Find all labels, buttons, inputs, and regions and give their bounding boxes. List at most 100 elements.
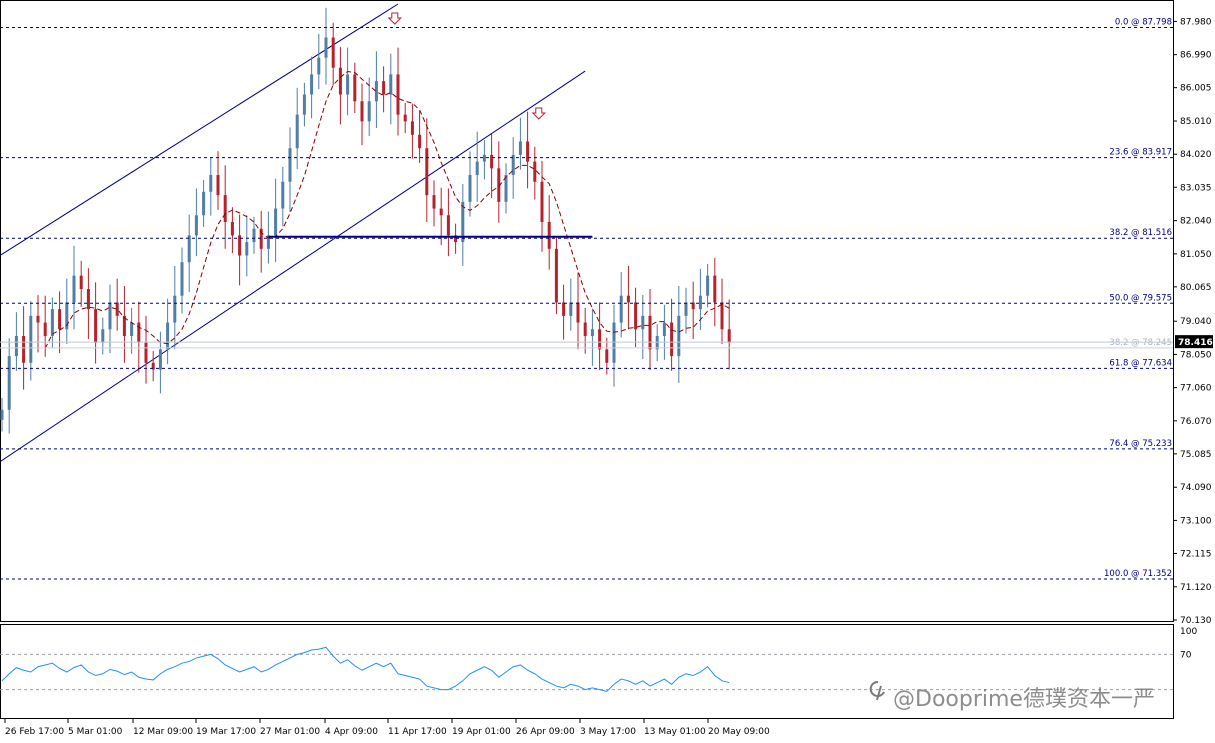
candle-body — [22, 335, 26, 363]
candle-body — [202, 191, 206, 216]
candle-body — [504, 175, 508, 202]
channel-line — [0, 70, 586, 463]
candle-body — [497, 168, 501, 202]
x-tick-label: 12 Mar 09:00 — [133, 727, 193, 737]
candle-body — [79, 275, 83, 290]
y-tick-label: 82.040 — [1180, 217, 1212, 227]
x-tick-label: 26 Apr 09:00 — [516, 727, 575, 737]
candle-body — [605, 349, 609, 363]
candle-body — [43, 322, 47, 336]
candle-body — [353, 74, 357, 102]
candle-body — [583, 322, 587, 336]
candle-body — [626, 295, 630, 303]
candle-body — [346, 74, 350, 95]
candle-body — [648, 315, 652, 350]
candle-body — [86, 289, 90, 310]
y-tick-label: 87.980 — [1180, 17, 1212, 27]
candle-body — [194, 215, 198, 236]
rsi-line — [1, 646, 730, 692]
fib-level-label: 50.0 @ 79.575 — [1109, 293, 1172, 303]
x-tick-label: 20 May 09:00 — [708, 727, 770, 737]
candle-body — [223, 195, 227, 222]
watermark-text: @Dooprime德璞资本一严 — [893, 687, 1155, 712]
y-tick-label: 78.050 — [1180, 350, 1212, 360]
candle-body — [144, 342, 148, 363]
candle-body — [36, 315, 40, 323]
main-panel-frame — [0, 0, 1174, 622]
y-tick-label: 70.130 — [1180, 616, 1212, 626]
candle-body — [698, 295, 702, 310]
candle-body — [425, 148, 429, 196]
y-tick-label: 86.990 — [1180, 51, 1212, 61]
candle-body — [101, 329, 105, 343]
y-tick-label: 74.090 — [1180, 483, 1212, 493]
candle-body — [115, 302, 119, 316]
candle-body — [727, 329, 731, 343]
candle-body — [65, 302, 69, 330]
candle-body — [612, 322, 616, 363]
candle-body — [151, 362, 155, 370]
y-tick-label: 72.115 — [1180, 549, 1212, 559]
candle-body — [94, 309, 98, 343]
candle-body — [367, 101, 371, 122]
candle-body — [446, 215, 450, 236]
candle-body — [490, 154, 494, 169]
candle-body — [655, 335, 659, 350]
x-tick-label: 11 Apr 17:00 — [388, 727, 447, 737]
candle-body — [0, 409, 4, 420]
down-arrow-marker — [531, 107, 547, 120]
candle-body — [410, 121, 414, 135]
candle-body — [216, 175, 220, 196]
x-tick-label: 4 Apr 09:00 — [325, 727, 378, 737]
fib-level-label: 61.8 @ 77.634 — [1109, 358, 1172, 368]
candle-body — [310, 74, 314, 95]
candle-body — [108, 302, 112, 330]
current-price-tag: 78.416 — [1175, 335, 1213, 349]
candle-body — [259, 228, 263, 249]
y-tick-label: 73.100 — [1180, 516, 1212, 526]
candle-body — [122, 315, 126, 336]
candle-body — [382, 81, 386, 95]
candle-body — [475, 161, 479, 176]
candle-body — [374, 81, 378, 102]
y-tick-label: 86.005 — [1180, 84, 1212, 94]
candle-body — [302, 94, 306, 115]
candle-body — [72, 275, 76, 303]
candle-body — [389, 74, 393, 95]
moving-average-line — [44, 71, 730, 349]
candle-body — [569, 302, 573, 316]
candle-body — [619, 295, 623, 323]
candle-body — [554, 248, 558, 303]
candle-body — [511, 154, 515, 176]
candle-body — [482, 154, 486, 162]
rsi-top-label: 100 — [1180, 627, 1197, 637]
candle-body — [295, 114, 299, 149]
candle-body — [7, 356, 11, 410]
candle-body — [641, 315, 645, 330]
candle-body — [432, 195, 436, 209]
candle-body — [713, 275, 717, 303]
candle-body — [454, 235, 458, 243]
rsi-panel-frame — [0, 624, 1174, 719]
y-tick-label: 76.070 — [1180, 417, 1212, 427]
candle-body — [562, 302, 566, 316]
candle-body — [439, 208, 443, 216]
candle-body — [338, 67, 342, 95]
y-tick-label: 79.040 — [1180, 317, 1212, 327]
candle-body — [274, 208, 278, 236]
fib-level-label: 23.6 @ 83.917 — [1109, 148, 1172, 158]
fib-level-label: 0.0 @ 87.798 — [1115, 18, 1172, 28]
candle-body — [526, 141, 530, 162]
y-tick-label: 85.010 — [1180, 117, 1212, 127]
rsi-level-label: 70 — [1180, 650, 1192, 660]
x-tick-label: 3 May 17:00 — [580, 727, 636, 737]
candle-body — [130, 322, 134, 336]
candle-body — [691, 302, 695, 310]
y-tick-label: 80.065 — [1180, 283, 1212, 293]
candle-body — [540, 181, 544, 222]
watermark-logo — [869, 680, 885, 701]
candle-body — [209, 175, 213, 192]
candle-body — [518, 141, 522, 155]
candle-body — [158, 349, 162, 370]
